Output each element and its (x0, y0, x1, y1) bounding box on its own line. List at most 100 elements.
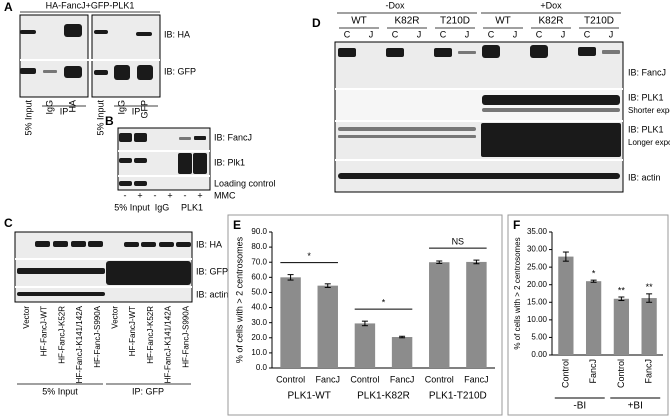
group-label: IP (60, 106, 69, 116)
band (530, 45, 548, 58)
y-axis-label: % of cells with > 2 centrosomes (513, 237, 522, 349)
bar (613, 298, 630, 355)
lane-label: 5% Input (23, 100, 33, 136)
lane-label: 5% Input (95, 100, 105, 136)
band (94, 70, 108, 75)
lane-label: HF-FancJ-S990A (181, 305, 190, 367)
lane-label: C (392, 29, 399, 39)
blot (91, 14, 161, 98)
panel-frame (227, 214, 503, 416)
lane-label: J (369, 29, 374, 39)
panel-d: D -Dox +Dox WT K82R T210D WT K82R T210D C J C J C J… (312, 0, 670, 193)
mutant-label: WT (351, 16, 367, 27)
bar (641, 298, 657, 355)
bar (280, 277, 301, 368)
lane-label: HF-FancJ-WT (40, 306, 49, 356)
band (64, 66, 82, 78)
ib-label: IB: GFP (196, 266, 228, 276)
y-tick-label: 10.00 (527, 315, 548, 324)
panel-letter: B (105, 114, 114, 128)
lane-label: J (417, 29, 422, 39)
exposure-note: Longer exposure (628, 138, 670, 147)
lane-label: HF-FancJ-K141/142A (164, 305, 173, 383)
band (482, 95, 620, 105)
panel-letter: F (513, 218, 520, 232)
x-tick-label: Control (560, 359, 570, 388)
y-tick-label: 5.00 (531, 333, 547, 342)
band (458, 51, 476, 54)
band (578, 47, 596, 56)
band (17, 292, 105, 296)
y-tick-label: 60.0 (251, 272, 267, 281)
band (338, 127, 476, 131)
group-label: +BI (628, 401, 643, 412)
lane-label: Vector (22, 306, 31, 329)
band (434, 48, 452, 57)
lane-label: J (609, 29, 614, 39)
band (159, 242, 174, 247)
band (106, 261, 191, 285)
significance: NS (452, 236, 465, 246)
lane-label: GFP (139, 100, 149, 119)
band (20, 30, 36, 34)
blot-header: HA-FancJ+GFP-PLK1 (46, 0, 135, 10)
band (134, 181, 147, 186)
group-label: IgG (155, 202, 170, 212)
lane-label: HF-FancJ-K141/142A (75, 305, 84, 383)
panel-letter: A (4, 0, 13, 14)
group-label: IP (132, 106, 141, 116)
mutant-label: WT (495, 16, 511, 27)
band (119, 133, 132, 142)
x-tick-label: FancJ (588, 359, 598, 384)
y-tick-label: 0.00 (531, 350, 547, 359)
band (386, 48, 404, 57)
lane-label: IgG (44, 100, 54, 115)
ib-label: IB: FancJ (214, 132, 252, 142)
x-tick-label: FancJ (315, 374, 340, 384)
band (481, 123, 621, 157)
y-tick-label: 15.00 (527, 297, 548, 306)
lane-label: HF-FancJ-K52R (57, 306, 66, 364)
x-tick-label: Control (616, 359, 626, 388)
treatment: + (197, 190, 202, 200)
lane-label: HF-FancJ-WT (128, 306, 137, 356)
treatment: + (167, 190, 172, 200)
ib-label: IB: FancJ (628, 67, 666, 77)
band (119, 181, 132, 186)
condition-label: +Dox (540, 0, 562, 10)
y-tick-label: 35.00 (527, 227, 548, 236)
panel-c: C IB: HA IB: GFP IB: actin Vector HF-Fanc… (4, 216, 229, 396)
bar (354, 323, 376, 368)
band (176, 242, 191, 247)
y-tick-label: 80.0 (251, 242, 267, 251)
band (119, 158, 132, 163)
x-tick-label: FancJ (644, 359, 654, 384)
y-tick-label: 70.0 (251, 257, 267, 266)
y-tick-label: 50.0 (251, 288, 267, 297)
treatment-label: MMC (214, 190, 236, 200)
significance: * (382, 298, 386, 308)
charts: E % of cells with > 2 centrosomes 0.0 10.0 2… (233, 218, 663, 412)
lane-label: J (513, 29, 518, 39)
band (338, 173, 620, 179)
band (482, 45, 500, 58)
mutant-label: K82R (394, 16, 419, 27)
band (124, 242, 139, 247)
band (71, 241, 86, 247)
panel-a: A HA-FancJ+GFP-PLK1 IB: HA IB: GFP 5% In… (4, 0, 196, 135)
mutant-label: K82R (538, 16, 563, 27)
band (20, 68, 36, 74)
ib-label: Loading control (214, 178, 276, 188)
x-tick-label: FancJ (390, 374, 415, 384)
lane-label: IgG (116, 100, 126, 115)
band (64, 24, 82, 37)
treatment: - (124, 190, 127, 200)
lane-label: C (584, 29, 591, 39)
mutant-label: T210D (584, 16, 614, 27)
y-tick-label: 90.0 (251, 227, 267, 236)
y-tick-label: 25.00 (527, 262, 548, 271)
band (53, 241, 68, 247)
ib-label: IB: Plk1 (214, 157, 245, 167)
lane-label: C (536, 29, 543, 39)
